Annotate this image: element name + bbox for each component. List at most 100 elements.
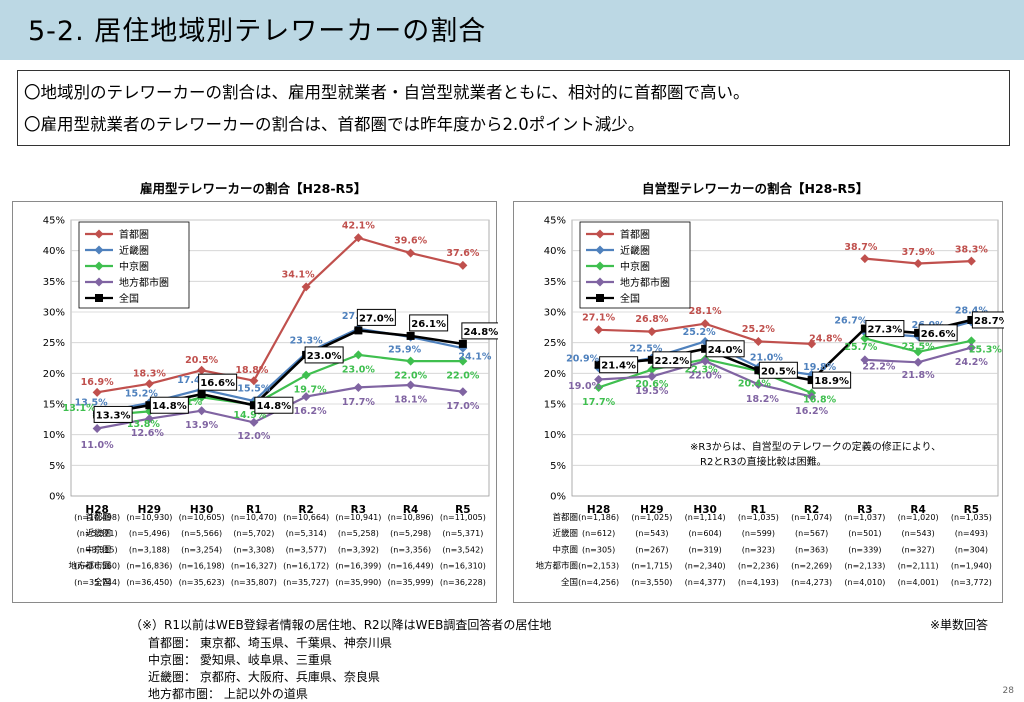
data-label: 13.3% <box>96 410 131 421</box>
data-label: 21.8% <box>902 370 935 381</box>
table-cell: (n=3,254) <box>181 545 222 554</box>
data-label: 17.7% <box>342 397 375 408</box>
data-label: 37.6% <box>446 248 479 259</box>
data-label: 13.9% <box>185 420 218 431</box>
data-label: 42.1% <box>342 220 375 231</box>
data-point <box>700 319 710 329</box>
data-label: 13.1% <box>63 403 96 414</box>
table-cell: (n=16,310) <box>440 562 486 571</box>
data-label-box <box>865 320 905 338</box>
data-label: 20.9% <box>566 353 599 364</box>
data-label: 22.0% <box>446 371 479 382</box>
data-label: 12.0% <box>237 431 270 442</box>
data-label: 14.8% <box>257 401 292 412</box>
table-cell: (n=5,298) <box>390 529 431 538</box>
table-cell: (n=10,941) <box>335 513 381 522</box>
data-label: 22.2% <box>655 356 690 367</box>
table-cell: (n=16,399) <box>335 562 381 571</box>
y-tick-label: 10% <box>43 430 65 441</box>
data-point <box>406 331 415 340</box>
data-point <box>92 387 102 397</box>
data-label-box <box>409 314 449 332</box>
data-point <box>647 371 657 381</box>
data-label: 26.6% <box>921 329 956 340</box>
table-cell: (n=5,258) <box>338 529 379 538</box>
legend-label: 全国 <box>119 292 139 305</box>
data-label: 22.0% <box>394 371 427 382</box>
table-row-label: 地方都市圏 <box>535 561 578 572</box>
data-label: 22.2% <box>862 361 895 372</box>
data-label: 38.7% <box>844 242 877 253</box>
table-cell: (n=3,356) <box>390 545 431 554</box>
table-cell: (n=35,623) <box>179 578 225 587</box>
data-label-box <box>758 361 798 379</box>
data-point <box>860 355 870 365</box>
legend-swatch-marker <box>94 277 104 287</box>
y-tick-label: 25% <box>43 338 65 349</box>
table-cell: (n=1,035) <box>738 513 779 522</box>
data-label: 20.6% <box>635 379 668 390</box>
data-point <box>594 374 604 384</box>
data-label-box <box>812 371 852 389</box>
data-point <box>860 254 870 264</box>
data-point <box>966 256 976 266</box>
table-row-label: 首都圏 <box>85 512 111 523</box>
footnote-single-answer: ※単数回答 <box>930 618 989 632</box>
x-tick-label: H30 <box>190 504 213 516</box>
data-point <box>144 379 154 389</box>
data-point <box>914 328 923 337</box>
data-label: 17.7% <box>582 397 615 408</box>
data-label: 17.4% <box>177 375 210 386</box>
data-label: 26.1% <box>411 319 446 330</box>
legend-label: 近畿圏 <box>620 244 650 257</box>
table-cell: (n=501) <box>848 529 881 538</box>
table-cell: (n=543) <box>901 529 934 538</box>
table-cell: (n=3,188) <box>129 545 170 554</box>
legend-swatch-marker <box>595 277 605 287</box>
title-bar: 5-2. 居住地域別テレワーカーの割合 <box>0 0 1024 60</box>
data-point <box>594 382 604 392</box>
data-label-box <box>93 405 133 423</box>
data-point <box>406 356 416 366</box>
table-cell: (n=3,308) <box>233 545 274 554</box>
x-tick-label: R5 <box>964 504 979 516</box>
data-point <box>807 376 816 385</box>
data-label: 24.8% <box>809 333 842 344</box>
data-label: 27.3% <box>868 325 903 336</box>
data-label: 19.7% <box>294 385 327 396</box>
table-cell: (n=16,836) <box>126 562 172 571</box>
data-label: 23.3% <box>290 336 323 347</box>
legend-label: 近畿圏 <box>119 244 149 257</box>
table-cell: (n=3,577) <box>286 545 327 554</box>
data-label: 16.8% <box>803 394 836 405</box>
legend-label: 中京圏 <box>620 260 650 273</box>
data-point <box>913 357 923 367</box>
x-tick-label: H30 <box>693 504 716 516</box>
footnote-def-2: 中京圏： 愛知県、岐阜県、三重県 <box>148 653 332 667</box>
data-point <box>353 233 363 243</box>
table-row-label: 近畿圏 <box>85 528 111 539</box>
data-point <box>301 370 311 380</box>
table-row-label: 地方都市圏 <box>68 561 111 572</box>
table-cell: (n=4,001) <box>898 578 939 587</box>
summary-line-1: 〇地域別のテレワーカーの割合は、雇用型就業者・自営型就業者ともに、相対的に首都圏… <box>24 83 750 102</box>
data-label-box <box>149 396 189 414</box>
table-row-label: 全国 <box>561 577 578 588</box>
data-label: 18.1% <box>394 394 427 405</box>
table-cell: (n=567) <box>795 529 828 538</box>
y-tick-label: 5% <box>49 461 65 472</box>
y-tick-label: 20% <box>544 369 566 380</box>
table-cell: (n=2,269) <box>791 562 832 571</box>
legend-swatch-marker <box>95 294 103 302</box>
table-cell: (n=1,186) <box>578 513 619 522</box>
legend-label: 首都圏 <box>620 228 650 241</box>
data-label: 23.0% <box>342 364 375 375</box>
x-tick-label: R2 <box>804 504 819 516</box>
footnote-def-3: 近畿圏： 京都府、大阪府、兵庫県、奈良県 <box>148 670 380 684</box>
data-label: 13.5% <box>75 398 108 409</box>
data-point <box>353 350 363 360</box>
data-point <box>249 417 259 427</box>
table-cell: (n=3,392) <box>338 545 379 554</box>
data-point <box>647 327 657 337</box>
footnote-def-1: 首都圏： 東京都、埼玉県、千葉県、神奈川県 <box>148 636 392 650</box>
